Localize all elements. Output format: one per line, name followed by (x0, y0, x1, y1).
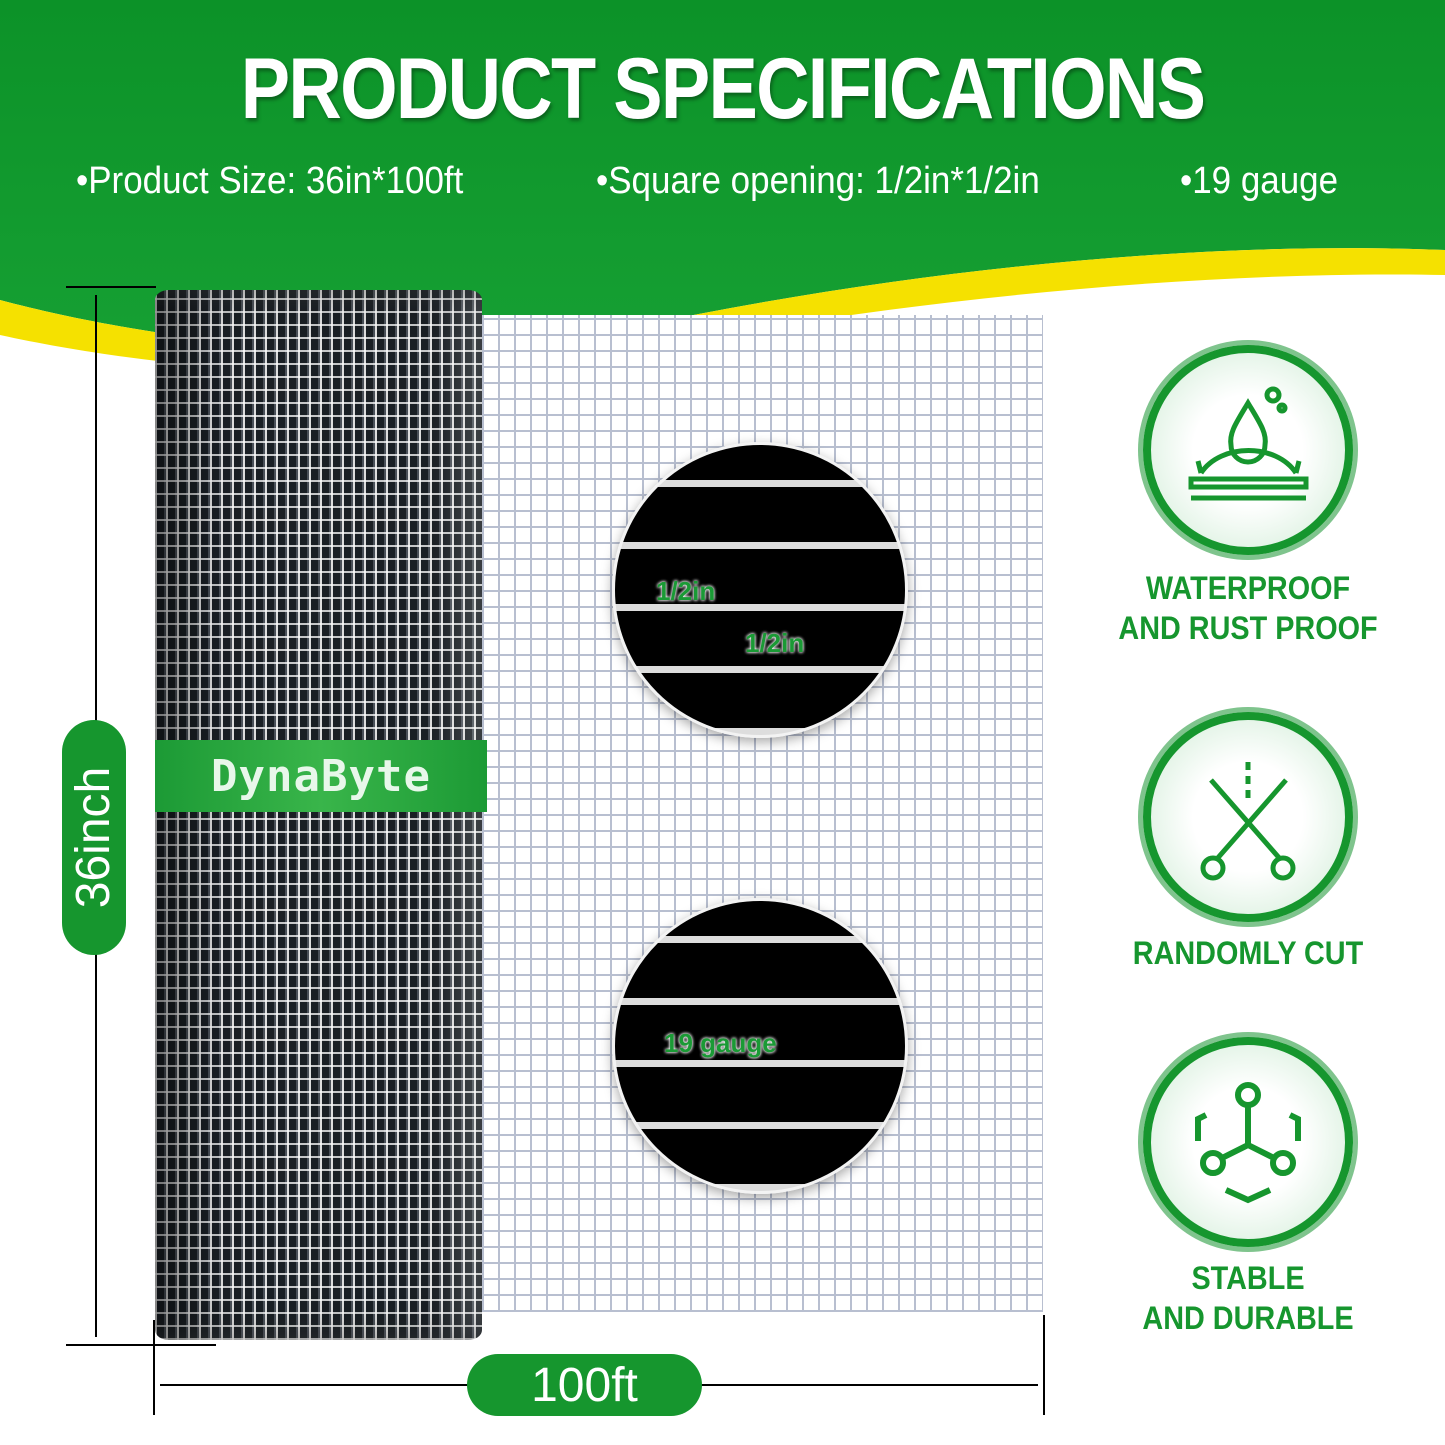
waterproof-icon (1143, 345, 1353, 555)
brand-label: DynaByte (155, 740, 487, 812)
height-pill: 36inch (62, 720, 126, 955)
dimension-tick (153, 1320, 155, 1415)
mesh-roll (155, 290, 482, 1340)
opening-horizontal-label: 1/2in (745, 628, 805, 658)
height-label: 36inch (67, 766, 121, 909)
spec-size: •Product Size: 36in*100ft (76, 160, 464, 202)
feature-label-stable: STABLE AND DURABLE (1086, 1258, 1410, 1338)
feature-label-cut: RANDOMLY CUT (1086, 933, 1410, 973)
opening-vertical-label: 1/2in (656, 576, 716, 606)
stable-structure-icon (1143, 1037, 1353, 1247)
length-pill: 100ft (467, 1354, 702, 1416)
length-label: 100ft (531, 1358, 638, 1412)
spec-gauge: •19 gauge (1180, 160, 1339, 202)
opening-detail-circle (612, 442, 908, 738)
scissors-icon (1143, 712, 1353, 922)
spec-opening: •Square opening: 1/2in*1/2in (596, 160, 1040, 202)
feature-label-line: AND DURABLE (1142, 1300, 1354, 1336)
dimension-tick (1043, 1315, 1045, 1415)
gauge-label: 19 gauge (664, 1028, 777, 1058)
feature-label-line: STABLE (1191, 1260, 1305, 1296)
dimension-tick (66, 286, 156, 288)
feature-label-line: AND RUST PROOF (1118, 610, 1378, 646)
feature-label-line: RANDOMLY CUT (1132, 935, 1364, 971)
page-title: PRODUCT SPECIFICATIONS (240, 41, 1206, 137)
dimension-tick (66, 1344, 216, 1346)
feature-label-line: WATERPROOF (1145, 570, 1351, 606)
gauge-detail-circle (612, 898, 908, 1194)
feature-label-waterproof: WATERPROOF AND RUST PROOF (1086, 568, 1410, 648)
